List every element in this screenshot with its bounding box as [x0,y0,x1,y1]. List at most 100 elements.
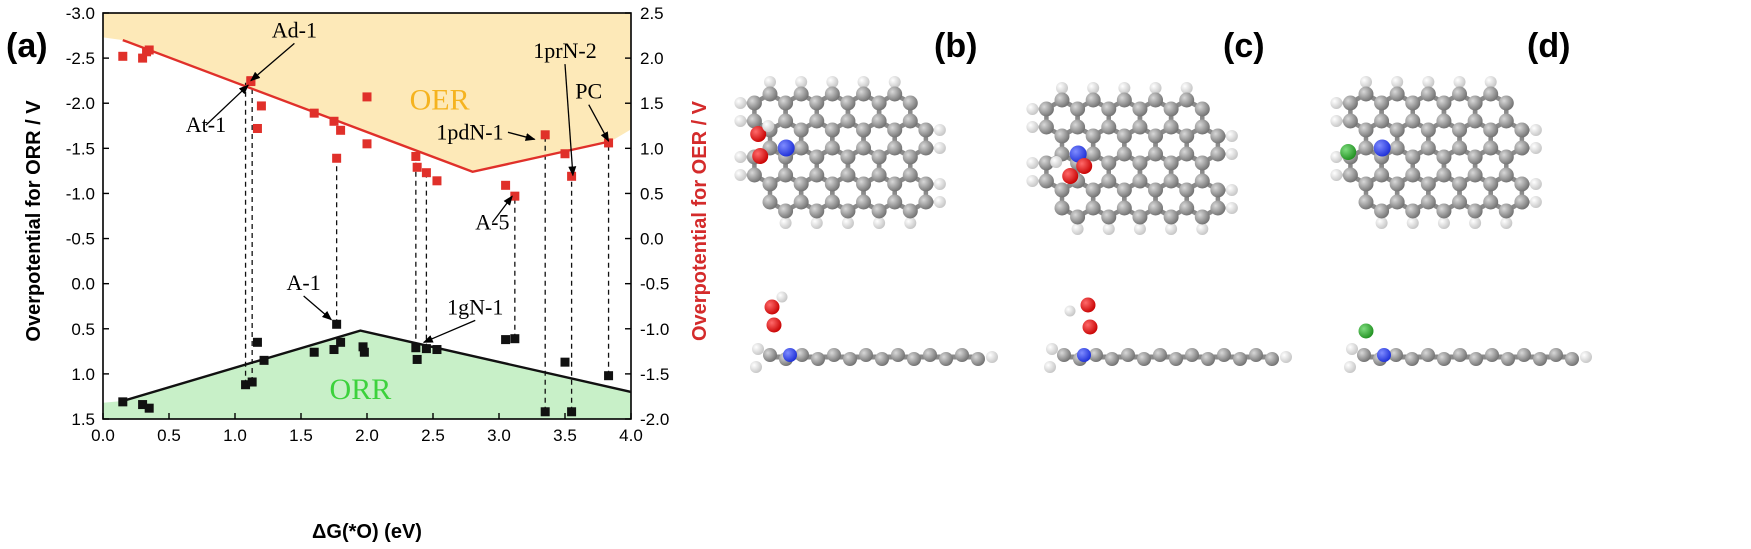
hydrogen-atom [1133,223,1146,235]
hydrogen-atom [1529,196,1542,208]
carbon-atom [1389,140,1405,156]
carbon-atom [1101,155,1117,171]
oer-region-label: OER [410,84,470,117]
oer-point [309,108,319,118]
carbon-atom [1038,173,1054,189]
carbon-atom [809,149,825,165]
x-tick-label: 3.5 [553,426,577,445]
carbon-atom [778,113,794,129]
carbon-atom [1210,128,1226,144]
carbon-atom [856,194,872,210]
carbon-atom [827,348,841,362]
hydrogen-atom [1026,103,1039,115]
carbon-atom [918,122,934,138]
carbon-atom [1514,140,1530,156]
carbon-atom [811,352,825,366]
hydrogen-atom [1071,223,1084,235]
carbon-atom [1185,348,1199,362]
oxygen-atom [1080,297,1096,313]
structure-c-side-view [1044,297,1292,373]
annotation-arrow [491,195,513,223]
carbon-atom [1453,348,1467,362]
hydrogen-atom [1437,217,1450,229]
carbon-atom [809,95,825,111]
orr-region-label: ORR [330,373,392,406]
oer-point [501,180,511,190]
y-right-tick-label: 1.0 [640,139,664,158]
carbon-atom [1420,86,1436,102]
hydrogen-atom [933,124,946,136]
carbon-atom [1116,146,1132,162]
carbon-atom [1421,348,1435,362]
carbon-atom [824,140,840,156]
hydrogen-atom [1225,184,1238,196]
carbon-atom [856,86,872,102]
oer-point [256,101,266,111]
hydrogen-atom [933,142,946,154]
y-right-tick-label: 0.0 [640,230,664,249]
carbon-atom [902,167,918,183]
carbon-atom [809,167,825,183]
orr-trend-line [122,329,632,403]
carbon-atom [1070,101,1086,117]
hydrogen-atom [1118,82,1131,94]
structure-c-top-view [1026,82,1238,235]
orr-point [432,345,442,355]
hydrogen-atom [1422,76,1435,88]
carbon-atom [1085,182,1101,198]
annotation-arrow [507,131,536,141]
carbon-atom [1132,173,1148,189]
carbon-atom [1132,101,1148,117]
carbon-atom [887,176,903,192]
carbon-atom [1179,92,1195,108]
oer-point [246,77,256,87]
carbon-atom [1469,352,1483,366]
carbon-atom [1389,176,1405,192]
carbon-atom [793,86,809,102]
carbon-atom [1194,155,1210,171]
carbon-atom [971,352,985,366]
carbon-atom [1132,155,1148,171]
carbon-atom [1132,119,1148,135]
hydrogen-atom [1180,82,1193,94]
carbon-atom [1101,101,1117,117]
hydrogen-atom [1360,76,1372,88]
hydrogen-atom [734,169,747,181]
carbon-atom [1405,352,1419,366]
carbon-atom [1483,176,1499,192]
hydrogen-atom [1344,361,1356,373]
orr-point [241,380,251,390]
orr-point [118,397,128,407]
carbon-atom [856,176,872,192]
hydrogen-atom [1529,124,1542,136]
y-left-tick-label: -2.5 [66,49,95,68]
carbon-atom [793,122,809,138]
structure-d-top-view [1330,76,1542,229]
carbon-atom [1405,95,1421,111]
carbon-atom [1070,209,1086,225]
carbon-atom [1514,176,1530,192]
carbon-atom [843,352,857,366]
y-axis-left-label: Overpotential for ORR / V [23,100,45,342]
hydrogen-atom [1330,151,1343,163]
carbon-atom [1483,86,1499,102]
carbon-atom [887,140,903,156]
carbon-atom [1194,173,1210,189]
orr-point [332,319,342,329]
nitrogen-atom [1373,139,1391,157]
hydrogen-atom [841,217,854,229]
carbon-atom [907,352,921,366]
carbon-atom [1358,194,1374,210]
carbon-atom [763,348,777,362]
carbon-atom [1498,95,1514,111]
carbon-atom [1452,194,1468,210]
hydrogen-atom [1026,175,1039,187]
hydrogen-atom [1330,115,1343,127]
carbon-atom [1116,92,1132,108]
y-left-tick-label: 0.0 [71,275,95,294]
hydrogen-atom [933,178,946,190]
orr-point [560,357,570,367]
carbon-atom [1452,86,1468,102]
carbon-atom [778,203,794,219]
x-tick-label: 3.0 [487,426,511,445]
